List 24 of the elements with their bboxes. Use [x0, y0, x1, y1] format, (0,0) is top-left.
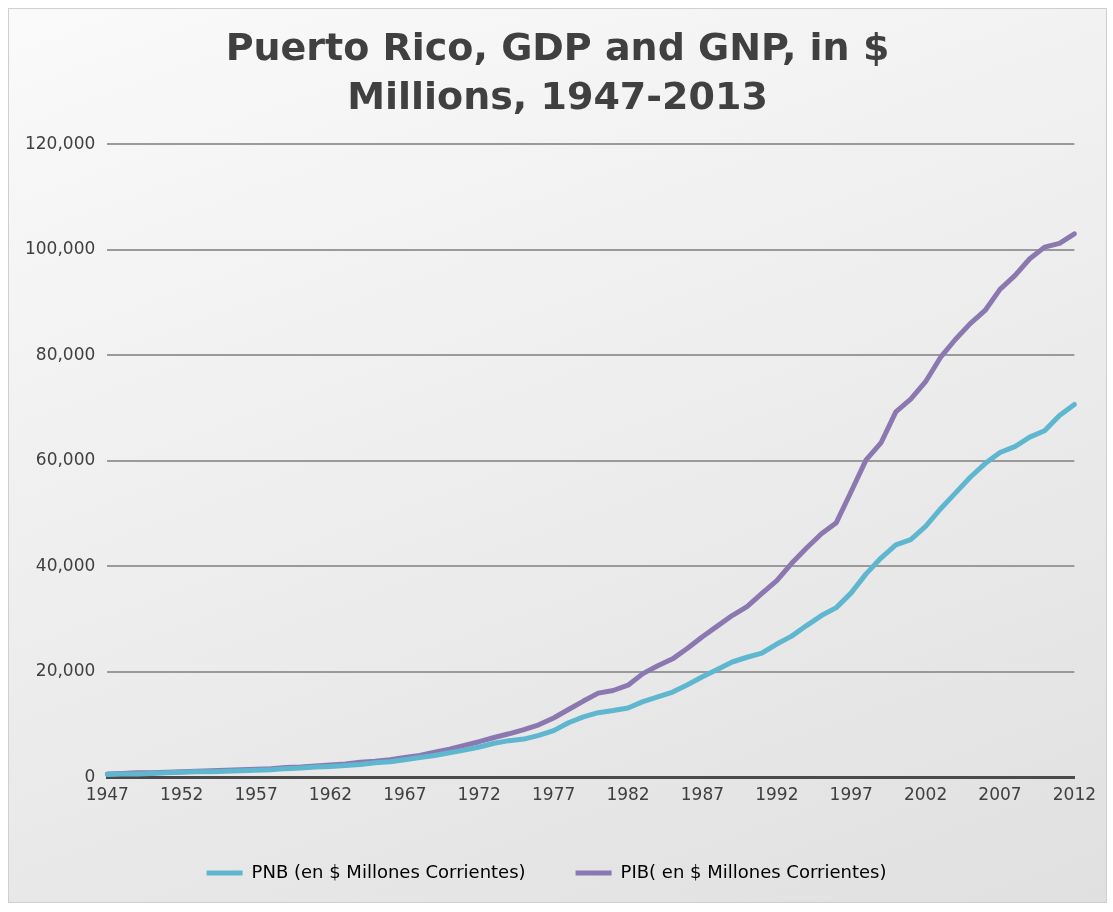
x-tick-label: 1992: [755, 784, 799, 804]
x-tick-label: 1982: [606, 784, 650, 804]
x-tick-label: 1997: [829, 784, 873, 804]
x-tick-label: 2012: [1052, 784, 1096, 804]
x-tick-label: 2002: [903, 784, 948, 804]
x-tick-label: 1967: [383, 784, 427, 804]
y-tick-label: 0: [84, 765, 96, 786]
y-tick-label: 60,000: [35, 449, 96, 470]
x-tick-label: 1957: [234, 784, 278, 804]
legend-label: PNB (en $ Millones Corrientes): [251, 860, 526, 882]
x-tick-label: 1952: [160, 784, 204, 804]
y-tick-label: 80,000: [35, 343, 96, 364]
y-tick-label: 40,000: [35, 554, 96, 575]
x-tick-label: 1962: [308, 784, 353, 804]
chart-title: Puerto Rico, GDP and GNP, in $ Millions, 1947-2013: [224, 24, 891, 121]
x-tick-label: 1972: [457, 784, 501, 804]
y-tick-label: 100,000: [24, 237, 96, 258]
x-tick-label: 2007: [978, 784, 1022, 804]
x-tick-label: 1987: [680, 784, 725, 804]
y-tick-label: 20,000: [35, 660, 96, 681]
legend-label: PIB( en $ Millones Corrientes): [620, 860, 887, 882]
x-tick-label: 1947: [85, 784, 129, 804]
x-tick-label: 1977: [532, 784, 576, 804]
y-tick-label: 120,000: [24, 132, 96, 153]
